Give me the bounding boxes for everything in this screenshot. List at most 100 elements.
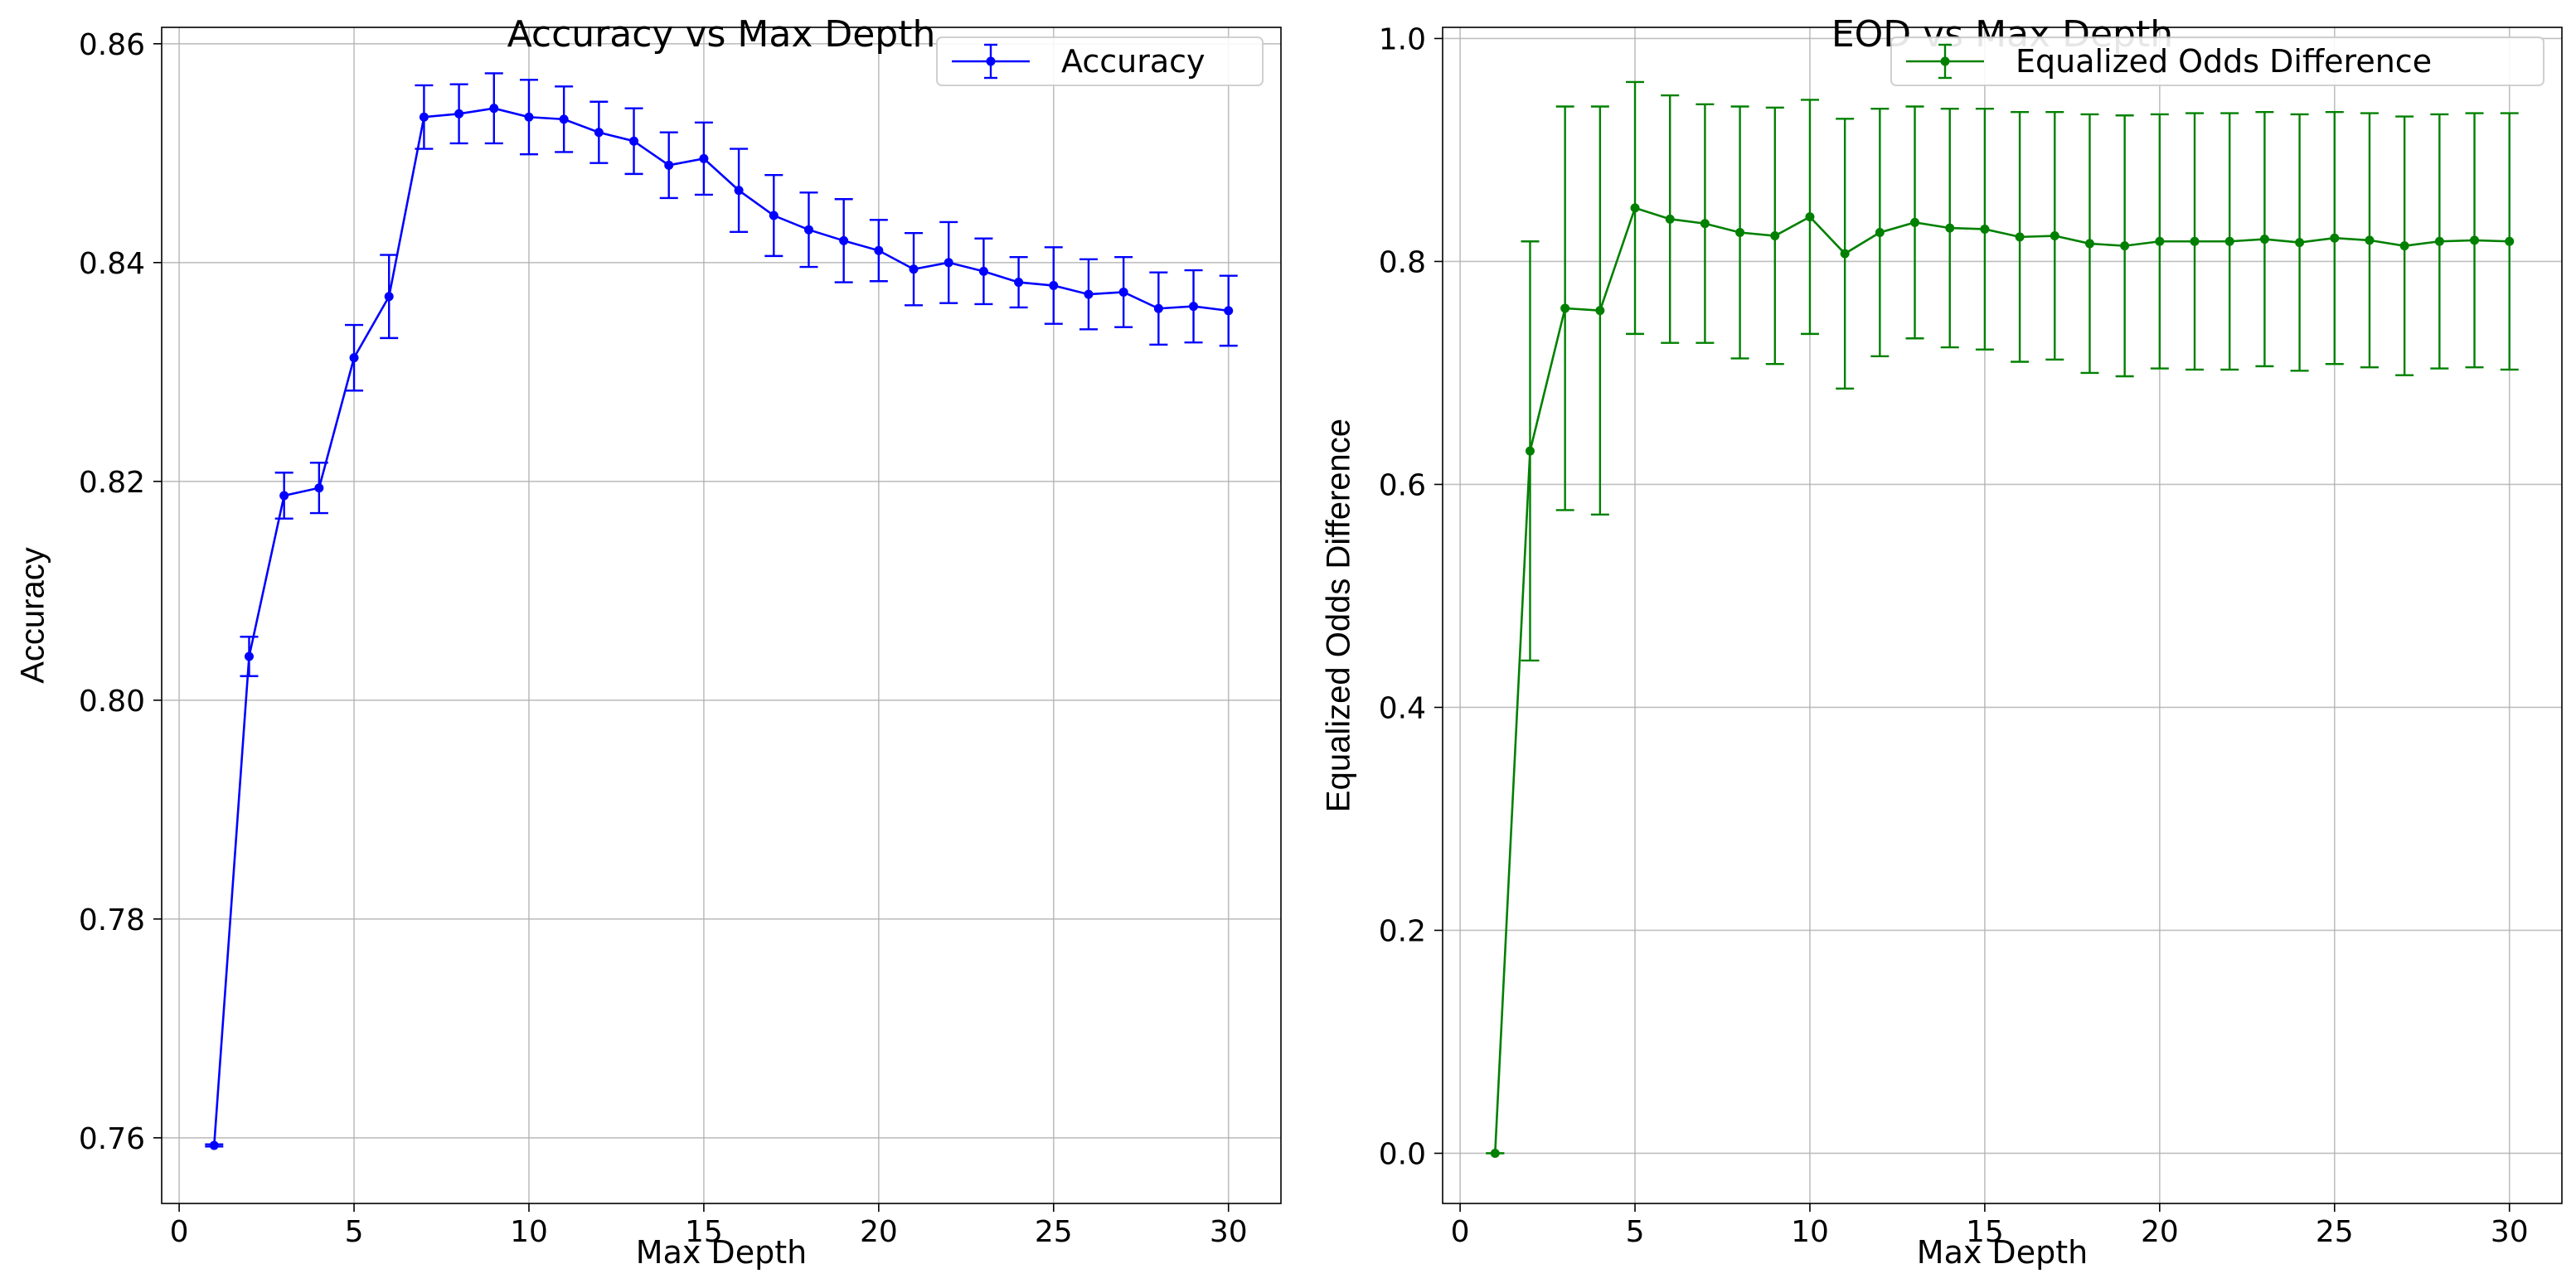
eod-data-point — [2224, 236, 2234, 246]
eod-data-point — [2470, 235, 2480, 245]
eod-data-point — [1630, 203, 1640, 213]
eod-y-tick-label: 0.6 — [1379, 468, 1426, 502]
accuracy-data-point — [1224, 306, 1234, 316]
accuracy-data-point — [909, 264, 919, 274]
eod-data-point — [2050, 231, 2059, 241]
accuracy-data-point — [279, 491, 289, 501]
eod-grid — [1443, 27, 2562, 1203]
eod-data-point — [2155, 236, 2165, 246]
eod-chart: 0 5 10 15 20 25 300.00.20.40.60.81.0 EOD vs Ma… — [1321, 13, 2563, 1271]
eod-data-point — [2434, 236, 2444, 246]
eod-data-point — [1665, 214, 1675, 224]
accuracy-series-line — [212, 107, 1229, 1146]
eod-x-tick-label: 10 — [1791, 1215, 1829, 1249]
eod-x-tick-label: 0 — [1451, 1215, 1470, 1249]
accuracy-data-point — [594, 128, 604, 138]
accuracy-data-point — [629, 136, 639, 146]
eod-plot-frame — [1442, 27, 2563, 1204]
eod-legend-box — [1890, 36, 2544, 86]
accuracy-legend-point — [986, 56, 996, 66]
eod-data-point — [1595, 306, 1605, 316]
accuracy-data-point — [664, 160, 674, 170]
accuracy-data-point — [874, 245, 884, 255]
eod-data-point — [1700, 219, 1710, 229]
eod-data-point — [2505, 236, 2515, 246]
accuracy-chart: 0 5 10 15 20 25 30 0.76 0.78 0.80 0.82 0.84 0.86 Acc… — [15, 13, 1282, 1271]
eod-legend-point — [1940, 56, 1950, 66]
accuracy-data-point — [1049, 281, 1059, 291]
accuracy-data-point — [1084, 289, 1094, 299]
accuracy-data-point — [244, 651, 254, 661]
accuracy-data-point — [314, 483, 324, 493]
accuracy-x-tick-label: 10 — [510, 1215, 548, 1249]
accuracy-data-point — [978, 266, 988, 276]
eod-data-point — [1840, 249, 1850, 259]
eod-data-point — [1560, 303, 1570, 313]
accuracy-axis-ticks: 0 5 10 15 20 25 30 0.76 0.78 0.80 0.82 0.84 0.86 — [79, 28, 1248, 1249]
accuracy-y-tick-label: 0.80 — [79, 685, 145, 719]
eod-x-axis-label: Max Depth — [1917, 1234, 2088, 1271]
eod-data-point — [1910, 217, 1920, 227]
eod-data-point — [2015, 232, 2025, 242]
accuracy-data-point — [734, 186, 744, 196]
accuracy-y-tick-label: 0.84 — [79, 247, 145, 281]
accuracy-x-tick-label: 0 — [170, 1215, 189, 1249]
eod-y-tick-label: 0.2 — [1379, 914, 1426, 948]
accuracy-y-tick-label: 0.78 — [79, 903, 145, 937]
eod-data-point — [2190, 236, 2200, 246]
eod-legend-label: Equalized Odds Difference — [2016, 43, 2432, 80]
accuracy-y-tick-label: 0.82 — [79, 466, 145, 500]
accuracy-data-point — [803, 225, 813, 235]
accuracy-data-point — [1014, 278, 1024, 288]
accuracy-data-point — [839, 235, 849, 245]
accuracy-y-tick-label: 0.76 — [79, 1122, 145, 1156]
accuracy-data-point — [1189, 302, 1199, 312]
eod-y-axis-label: Equalized Odds Difference — [1321, 419, 1357, 812]
eod-legend-marker — [1906, 43, 1984, 80]
eod-y-tick-label: 0.0 — [1379, 1137, 1426, 1171]
eod-data-point — [1735, 227, 1745, 237]
accuracy-data-point — [419, 112, 429, 122]
eod-axis-ticks: 0 5 10 15 20 25 30 0.0 0.2 0.4 0.6 0.8 1.0 — [1379, 22, 2529, 1249]
accuracy-data-point — [489, 104, 499, 114]
accuracy-x-tick-label: 5 — [345, 1215, 364, 1249]
accuracy-x-tick-label: 20 — [860, 1215, 898, 1249]
eod-data-point — [1980, 224, 1990, 234]
eod-series-line — [1493, 206, 2510, 1154]
eod-data-point — [1805, 212, 1815, 222]
eod-data-point — [1490, 1148, 1500, 1158]
eod-y-tick-label: 0.8 — [1379, 245, 1426, 279]
accuracy-data-point — [454, 109, 464, 119]
accuracy-y-axis-label: Accuracy — [15, 547, 51, 684]
eod-x-tick-label: 20 — [2141, 1215, 2179, 1249]
eod-data-point — [1525, 446, 1535, 456]
accuracy-x-axis-label: Max Depth — [636, 1234, 807, 1271]
accuracy-series — [205, 72, 1238, 1150]
eod-data-point — [1875, 227, 1885, 237]
accuracy-data-point — [209, 1140, 219, 1150]
accuracy-x-tick-label: 25 — [1035, 1215, 1073, 1249]
eod-data-point — [1770, 231, 1780, 241]
accuracy-data-point — [1118, 287, 1128, 297]
eod-y-tick-label: 1.0 — [1379, 22, 1426, 56]
accuracy-legend-label: Accuracy — [1061, 43, 1206, 80]
eod-x-tick-label: 5 — [1626, 1215, 1645, 1249]
eod-x-tick-label: 25 — [2316, 1215, 2354, 1249]
eod-data-point — [2084, 239, 2094, 249]
eod-data-point — [2120, 241, 2130, 251]
accuracy-x-tick-label: 30 — [1210, 1215, 1248, 1249]
accuracy-data-point — [524, 112, 534, 122]
accuracy-data-point — [1153, 303, 1163, 313]
eod-y-tick-label: 0.4 — [1379, 691, 1426, 725]
accuracy-x-tick-label: 15 — [685, 1215, 723, 1249]
accuracy-data-point — [699, 153, 709, 163]
accuracy-data-point — [384, 292, 394, 302]
accuracy-data-point — [349, 353, 359, 363]
accuracy-legend-marker — [952, 43, 1030, 80]
accuracy-data-point — [944, 258, 953, 268]
accuracy-plot-frame — [161, 27, 1282, 1204]
accuracy-grid — [162, 27, 1281, 1203]
eod-data-point — [2365, 235, 2375, 245]
accuracy-y-tick-label: 0.86 — [79, 28, 145, 62]
